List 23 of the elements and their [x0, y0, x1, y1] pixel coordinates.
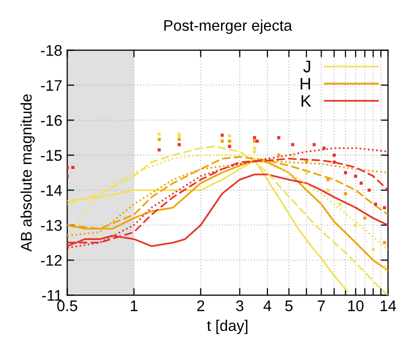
y-tick-label: -17: [40, 80, 62, 91]
x-tick-label: 1: [130, 300, 138, 312]
x-tick-label: 10: [348, 300, 364, 312]
x-tick-label: 7: [318, 300, 325, 312]
y-tick-label: -12: [40, 255, 62, 266]
y-tick-label: -14: [40, 185, 62, 196]
y-tick-label: -13: [40, 220, 62, 231]
y-tick-label: -11: [42, 290, 62, 301]
legend-label: H: [300, 78, 310, 90]
x-tick-label: 14: [380, 300, 396, 312]
legend-label: J: [303, 60, 310, 72]
x-tick-label: 3: [236, 300, 244, 312]
y-tick-label: -16: [40, 115, 62, 126]
chart-title: Post-merger ejecta: [164, 20, 292, 34]
x-axis-title: t [day]: [207, 320, 248, 334]
x-tick-label: 0.5: [57, 300, 78, 312]
x-tick-label: 5: [285, 300, 293, 312]
y-tick-label: -15: [40, 150, 62, 161]
x-tick-label: 2: [197, 300, 204, 312]
legend-label: K: [302, 95, 312, 107]
y-axis-title: AB absolute magnitude: [20, 94, 35, 252]
x-tick-label: 4: [264, 300, 272, 312]
y-tick-label: -18: [40, 45, 62, 56]
